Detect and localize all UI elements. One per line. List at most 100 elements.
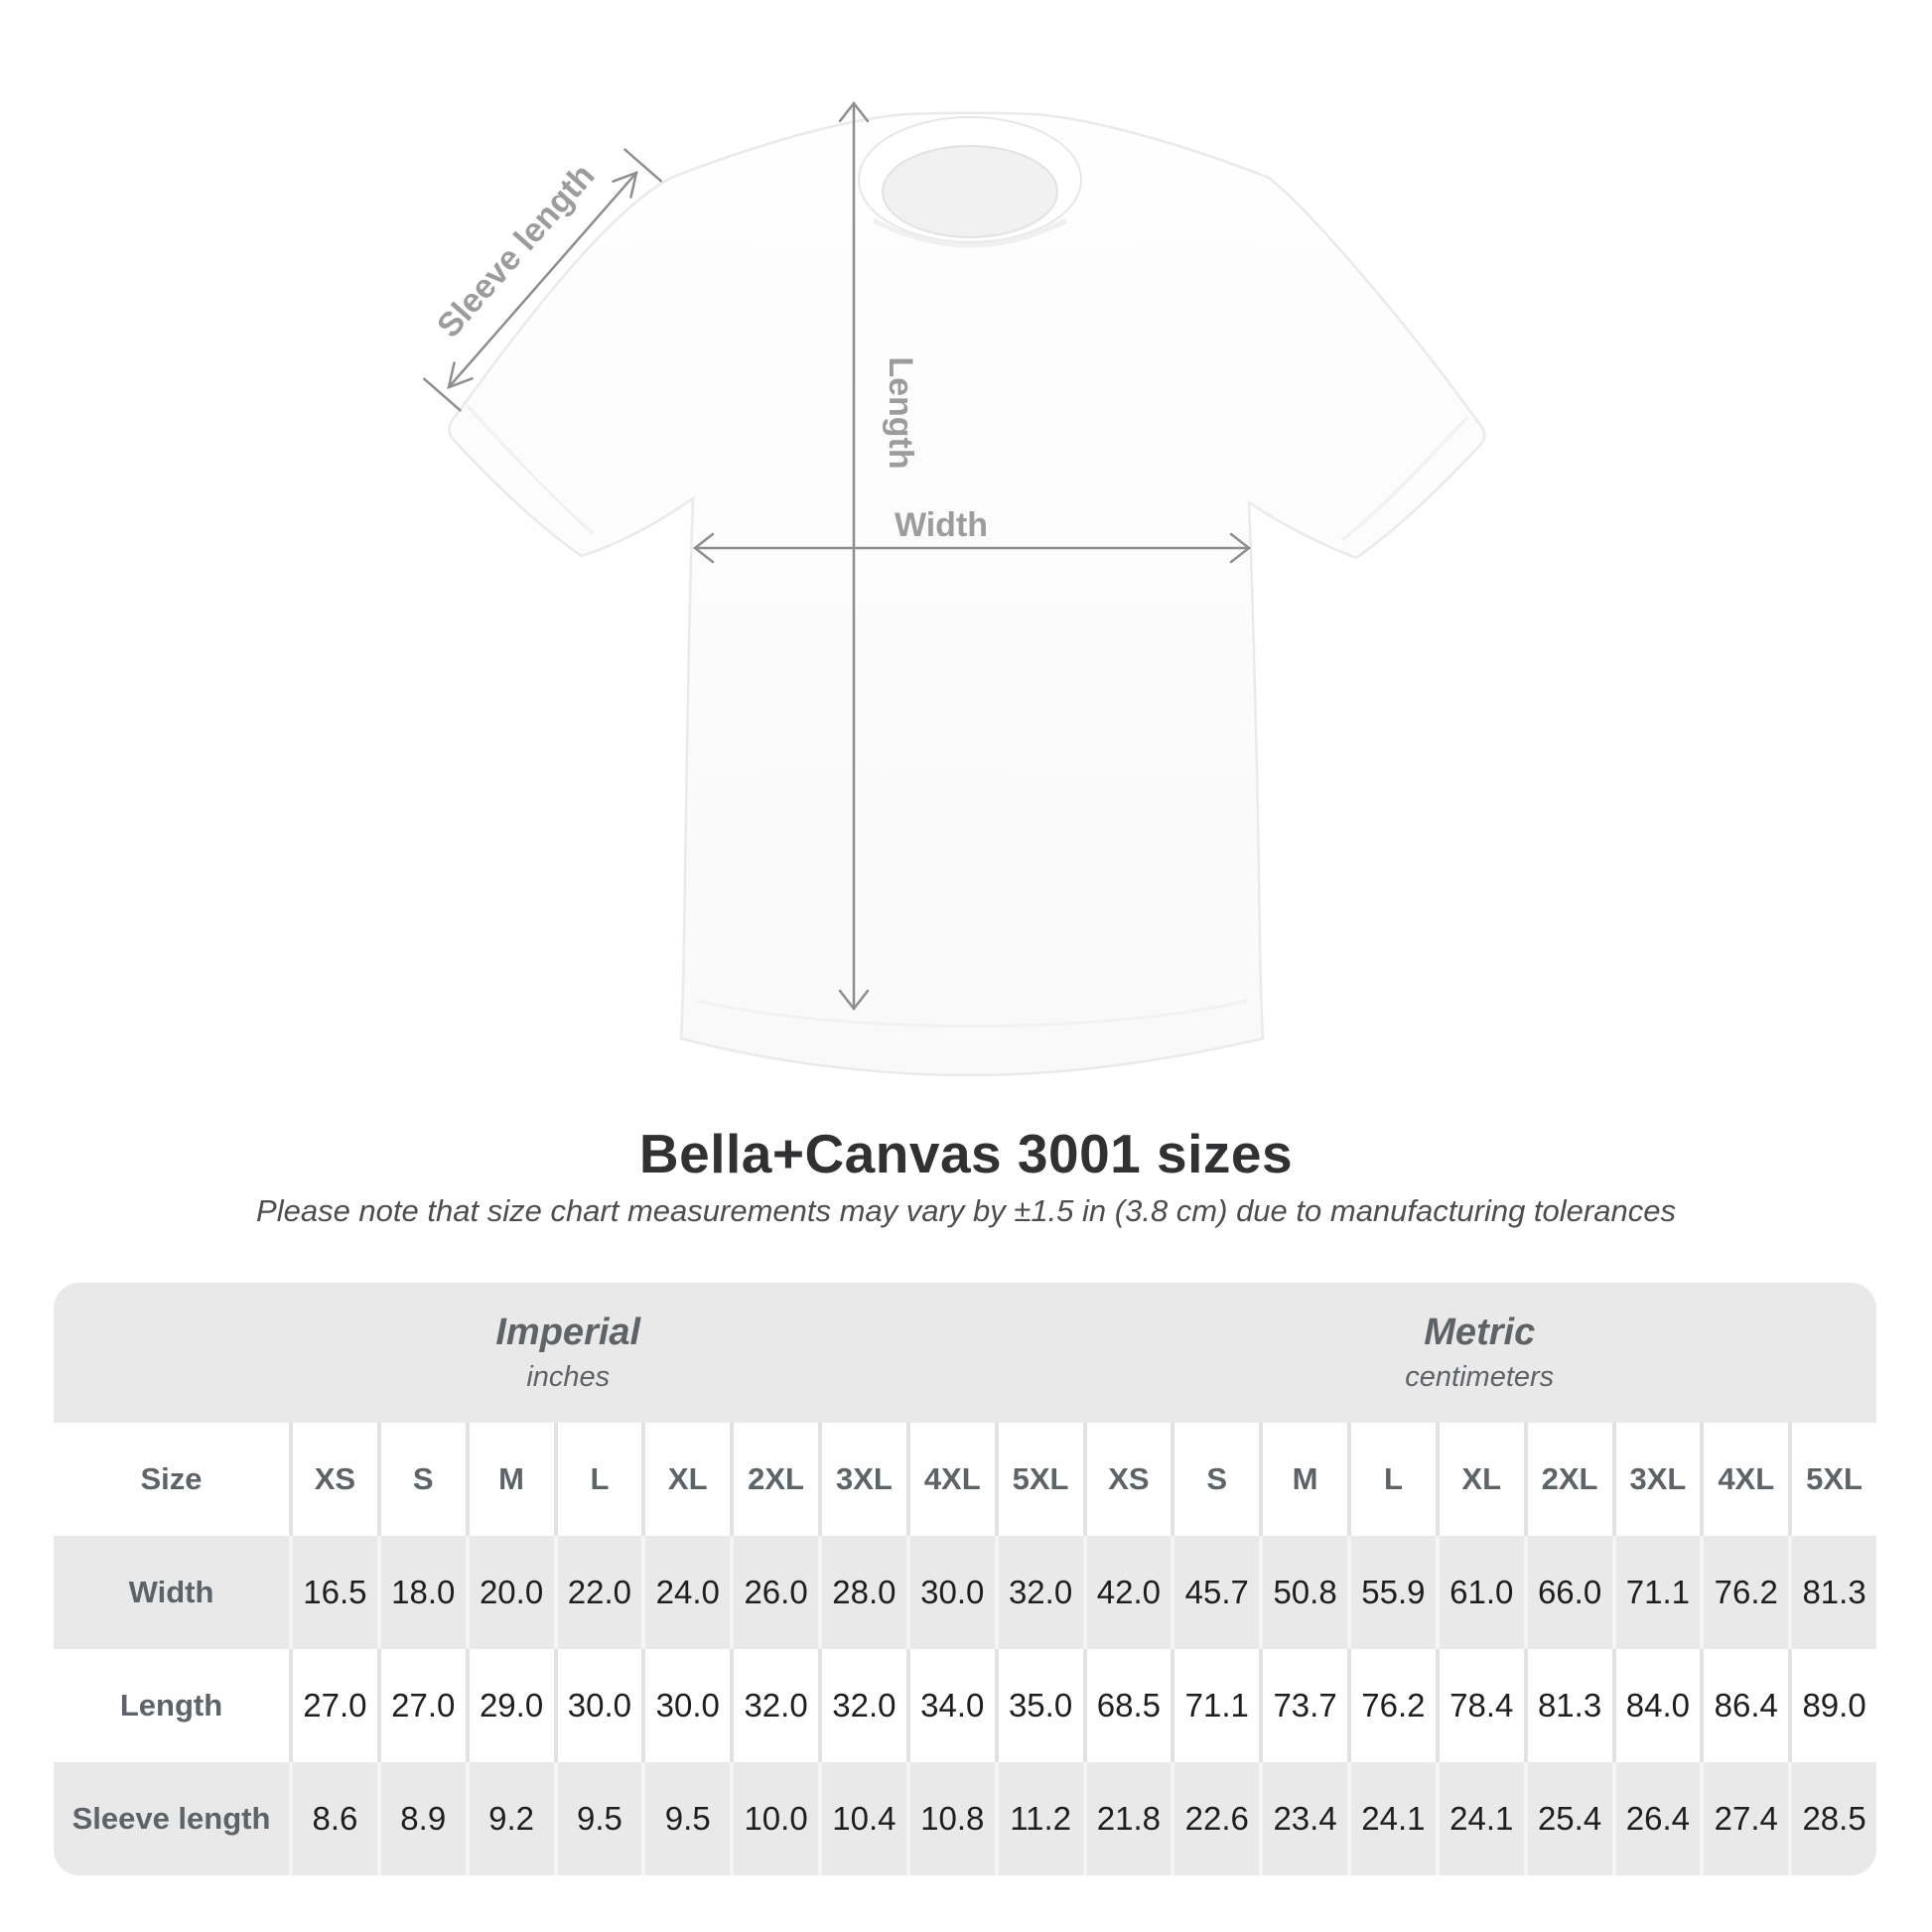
table-cell: 76.2 — [1347, 1649, 1436, 1762]
size-chart-title: Bella+Canvas 3001 sizes — [638, 1123, 1294, 1184]
size-header-cell: XL — [1435, 1423, 1524, 1536]
table-cell: 9.2 — [465, 1762, 554, 1875]
table-cell: 9.5 — [641, 1762, 731, 1875]
table-cell: 61.0 — [1435, 1536, 1524, 1649]
table-cell: 89.0 — [1788, 1649, 1876, 1762]
unit-group-label: Metric — [1424, 1311, 1536, 1353]
table-cell: 32.0 — [994, 1536, 1083, 1649]
row-label: Sleeve length — [54, 1762, 289, 1875]
table-cell: 24.1 — [1347, 1762, 1436, 1875]
table-cell: 73.7 — [1259, 1649, 1347, 1762]
table-cell: 81.3 — [1788, 1536, 1876, 1649]
table-cell: 42.0 — [1082, 1536, 1172, 1649]
table-cell: 10.4 — [818, 1762, 906, 1875]
table-cell: 71.1 — [1611, 1536, 1701, 1649]
size-header-cell: XS — [289, 1423, 377, 1536]
table-cell: 30.0 — [641, 1649, 731, 1762]
table-cell: 20.0 — [465, 1536, 554, 1649]
size-header-cell: S — [376, 1423, 466, 1536]
table-cell: 32.0 — [730, 1649, 818, 1762]
size-header-cell: M — [465, 1423, 554, 1536]
table-cell: 10.8 — [905, 1762, 995, 1875]
unit-group-sublabel: centimeters — [1405, 1361, 1555, 1393]
table-cell: 30.0 — [553, 1649, 642, 1762]
size-header-cell: 3XL — [818, 1423, 906, 1536]
table-cell: 22.0 — [553, 1536, 642, 1649]
table-cell: 32.0 — [818, 1649, 906, 1762]
unit-group-header-imperial: Imperial inches — [54, 1283, 1083, 1423]
size-header-cell: S — [1171, 1423, 1260, 1536]
table-cell: 11.2 — [994, 1762, 1083, 1875]
size-header-cell: 4XL — [1700, 1423, 1789, 1536]
table-cell: 28.5 — [1788, 1762, 1876, 1875]
table-cell: 27.0 — [376, 1649, 466, 1762]
width-label: Width — [895, 506, 988, 544]
unit-group-header-metric: Metric centimeters — [1082, 1283, 1876, 1423]
table-cell: 16.5 — [289, 1536, 377, 1649]
size-header-cell: 3XL — [1611, 1423, 1701, 1536]
table-cell: 26.0 — [730, 1536, 818, 1649]
sleeve-length-tick-upper — [623, 148, 662, 183]
table-cell: 27.4 — [1700, 1762, 1789, 1875]
table-cell: 34.0 — [905, 1649, 995, 1762]
table-cell: 26.4 — [1611, 1762, 1701, 1875]
collar-shadow — [872, 217, 1068, 248]
size-header-cell: L — [553, 1423, 642, 1536]
size-header-label: Size — [54, 1423, 289, 1536]
size-header-cell: 2XL — [1523, 1423, 1612, 1536]
size-header-cell: 5XL — [994, 1423, 1083, 1536]
table-cell: 23.4 — [1259, 1762, 1347, 1875]
right-cuff-hem — [1341, 415, 1469, 542]
table-cell: 22.6 — [1171, 1762, 1260, 1875]
table-cell: 24.0 — [641, 1536, 731, 1649]
sleeve-length-arrow — [423, 148, 662, 412]
collar-opening — [882, 145, 1058, 238]
table-cell: 24.1 — [1435, 1762, 1524, 1875]
table-cell: 10.0 — [730, 1762, 818, 1875]
table-cell: 35.0 — [994, 1649, 1083, 1762]
row-label: Width — [54, 1536, 289, 1649]
tshirt-diagram: Length Width Sleeve length — [423, 100, 1486, 1077]
table-cell: 45.7 — [1171, 1536, 1260, 1649]
table-cell: 21.8 — [1082, 1762, 1172, 1875]
table-cell: 55.9 — [1347, 1536, 1436, 1649]
table-cell: 9.5 — [553, 1762, 642, 1875]
size-header-cell: 5XL — [1788, 1423, 1876, 1536]
tshirt-body — [448, 111, 1486, 1077]
table-cell: 84.0 — [1611, 1649, 1701, 1762]
table-cell: 25.4 — [1523, 1762, 1612, 1875]
table-cell: 86.4 — [1700, 1649, 1789, 1762]
table-cell: 8.6 — [289, 1762, 377, 1875]
table-cell: 68.5 — [1082, 1649, 1172, 1762]
size-table: Imperial inches Metric centimeters Size XS S M L… — [54, 1283, 1876, 1875]
size-header-cell: L — [1347, 1423, 1436, 1536]
table-cell: 66.0 — [1523, 1536, 1612, 1649]
size-header-cell: 4XL — [905, 1423, 995, 1536]
unit-group-label: Imperial — [495, 1311, 641, 1353]
sleeve-length-tick-lower — [423, 377, 462, 412]
unit-group-sublabel: inches — [526, 1361, 611, 1393]
left-cuff-hem — [465, 403, 595, 536]
table-cell: 27.0 — [289, 1649, 377, 1762]
table-cell: 30.0 — [905, 1536, 995, 1649]
size-header-cell: XL — [641, 1423, 731, 1536]
row-label: Length — [54, 1649, 289, 1762]
length-label: Length — [882, 356, 919, 469]
table-cell: 71.1 — [1171, 1649, 1260, 1762]
length-arrow — [838, 100, 870, 1012]
table-cell: 29.0 — [465, 1649, 554, 1762]
table-cell: 81.3 — [1523, 1649, 1612, 1762]
size-header-cell: XS — [1082, 1423, 1172, 1536]
table-cell: 78.4 — [1435, 1649, 1524, 1762]
table-cell: 18.0 — [376, 1536, 466, 1649]
bottom-hem-stitch — [696, 999, 1248, 1028]
table-cell: 50.8 — [1259, 1536, 1347, 1649]
table-cell: 28.0 — [818, 1536, 906, 1649]
size-header-cell: 2XL — [730, 1423, 818, 1536]
width-arrow — [692, 532, 1252, 564]
table-cell: 8.9 — [376, 1762, 466, 1875]
table-cell: 76.2 — [1700, 1536, 1789, 1649]
size-header-cell: M — [1259, 1423, 1347, 1536]
size-chart-subtitle: Please note that size chart measurements… — [256, 1193, 1676, 1228]
